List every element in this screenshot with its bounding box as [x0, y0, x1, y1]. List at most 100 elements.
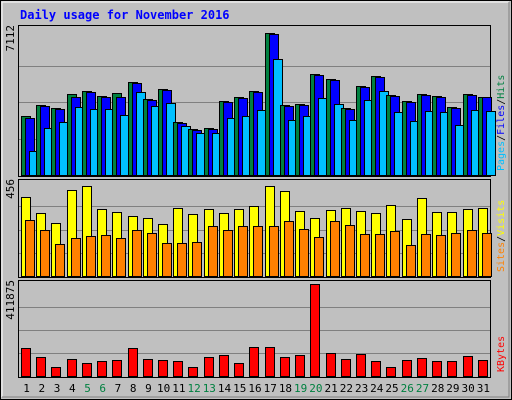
day-label-22: 22 — [340, 382, 353, 395]
legend-files: Files — [496, 105, 507, 135]
panel-legend: Pages/Files/Hits — [496, 75, 507, 171]
day-label-6: 6 — [99, 382, 106, 395]
day-label-28: 28 — [431, 382, 444, 395]
day-label-30: 30 — [462, 382, 475, 395]
bar-sites-day-14 — [223, 230, 233, 277]
day-label-1: 1 — [23, 382, 30, 395]
bar-kbytes-day-11 — [173, 361, 183, 377]
bar-kbytes-day-26 — [402, 360, 412, 377]
bar-sites-day-25 — [390, 231, 400, 277]
bar-sites-day-13 — [208, 226, 218, 277]
day-label-2: 2 — [39, 382, 46, 395]
legend-kbytes: KBytes — [496, 336, 507, 372]
bar-sites-day-5 — [86, 236, 96, 277]
bar-sites-day-31 — [482, 233, 492, 277]
bar-kbytes-day-19 — [295, 355, 305, 377]
panel-1: 7112 Pages/Files/Hits — [4, 25, 507, 177]
bar-sites-day-27 — [421, 234, 431, 277]
day-label-8: 8 — [130, 382, 137, 395]
bar-kbytes-day-5 — [82, 363, 92, 377]
day-label-10: 10 — [157, 382, 170, 395]
day-labels: 1 2 3 4 5 6 7 8 9 10 11 12 13 14 15 16 17 18 19 20 21 22 23 24 2… — [23, 382, 490, 395]
chart-title: Daily usage for November 2016 — [20, 8, 230, 22]
bar-sites-day-1 — [25, 220, 35, 277]
day-label-20: 20 — [309, 382, 322, 395]
bar-kbytes-day-29 — [447, 361, 457, 377]
day-label-11: 11 — [172, 382, 185, 395]
panel-2: 456 Sites/Visits — [4, 179, 507, 278]
day-label-21: 21 — [325, 382, 338, 395]
bar-sites-day-2 — [40, 230, 50, 277]
day-label-13: 13 — [203, 382, 216, 395]
bar-sites-day-20 — [314, 237, 324, 277]
legend-separator: / — [496, 99, 507, 105]
bar-sites-day-10 — [162, 243, 172, 277]
chart-panels: 7112Pages/Files/Hits456Sites/Visits41187… — [4, 25, 507, 378]
panel-border — [18, 179, 491, 278]
legend-hits: Hits — [496, 75, 507, 99]
bar-kbytes-day-17 — [265, 347, 275, 377]
day-label-15: 15 — [233, 382, 246, 395]
legend-separator: / — [496, 135, 507, 141]
bar-kbytes-day-28 — [432, 361, 442, 377]
bar-kbytes-day-30 — [463, 356, 473, 377]
max-tick-label: 456 — [4, 179, 17, 199]
legend-separator: / — [496, 236, 507, 242]
bar-sites-day-24 — [375, 234, 385, 277]
day-label-24: 24 — [370, 382, 384, 395]
day-label-19: 19 — [294, 382, 307, 395]
max-tick-label: 411875 — [4, 280, 17, 320]
bar-kbytes-day-27 — [417, 358, 427, 377]
bar-sites-day-9 — [147, 233, 157, 277]
bar-sites-day-15 — [238, 226, 248, 277]
bar-pages-day-31 — [486, 111, 496, 176]
bar-kbytes-day-21 — [326, 353, 336, 377]
bar-kbytes-day-8 — [128, 348, 138, 377]
day-label-7: 7 — [115, 382, 122, 395]
bar-sites-day-30 — [467, 230, 477, 277]
bar-sites-day-3 — [55, 244, 65, 277]
bar-sites-day-4 — [71, 238, 81, 277]
bar-kbytes-day-2 — [36, 357, 46, 377]
day-label-4: 4 — [69, 382, 76, 395]
bar-kbytes-day-15 — [234, 363, 244, 377]
panel-legend: KBytes — [496, 336, 507, 372]
panel-3: 411875 KBytes — [4, 280, 507, 378]
day-label-17: 17 — [264, 382, 277, 395]
day-label-18: 18 — [279, 382, 292, 395]
day-label-27: 27 — [416, 382, 429, 395]
bar-sites-day-6 — [101, 235, 111, 277]
bar-sites-day-19 — [299, 229, 309, 277]
bar-sites-day-16 — [253, 226, 263, 277]
bar-kbytes-day-3 — [51, 367, 61, 377]
bar-kbytes-day-20 — [310, 284, 320, 377]
day-label-26: 26 — [401, 382, 414, 395]
bar-kbytes-day-4 — [67, 359, 77, 377]
max-tick-label: 7112 — [4, 25, 17, 52]
bar-kbytes-day-18 — [280, 357, 290, 377]
bar-sites-day-11 — [177, 243, 187, 277]
day-label-3: 3 — [54, 382, 61, 395]
bar-sites-day-21 — [330, 221, 340, 277]
bar-kbytes-day-12 — [188, 367, 198, 377]
bar-kbytes-day-7 — [112, 360, 122, 377]
day-label-23: 23 — [355, 382, 368, 395]
panel-border — [18, 280, 491, 378]
bar-sites-day-7 — [116, 238, 126, 277]
bar-sites-day-29 — [451, 233, 461, 277]
bar-sites-day-22 — [345, 225, 355, 277]
bar-kbytes-day-9 — [143, 359, 153, 377]
bar-kbytes-day-6 — [97, 361, 107, 377]
bar-kbytes-day-16 — [249, 347, 259, 377]
bar-sites-day-18 — [284, 221, 294, 277]
bar-sites-day-17 — [269, 226, 279, 277]
day-label-29: 29 — [446, 382, 459, 395]
bar-sites-day-26 — [406, 245, 416, 277]
bar-kbytes-day-24 — [371, 361, 381, 377]
bar-sites-day-8 — [132, 230, 142, 277]
day-label-16: 16 — [248, 382, 261, 395]
legend-sites: Sites — [496, 242, 507, 272]
bar-kbytes-day-1 — [21, 348, 31, 377]
